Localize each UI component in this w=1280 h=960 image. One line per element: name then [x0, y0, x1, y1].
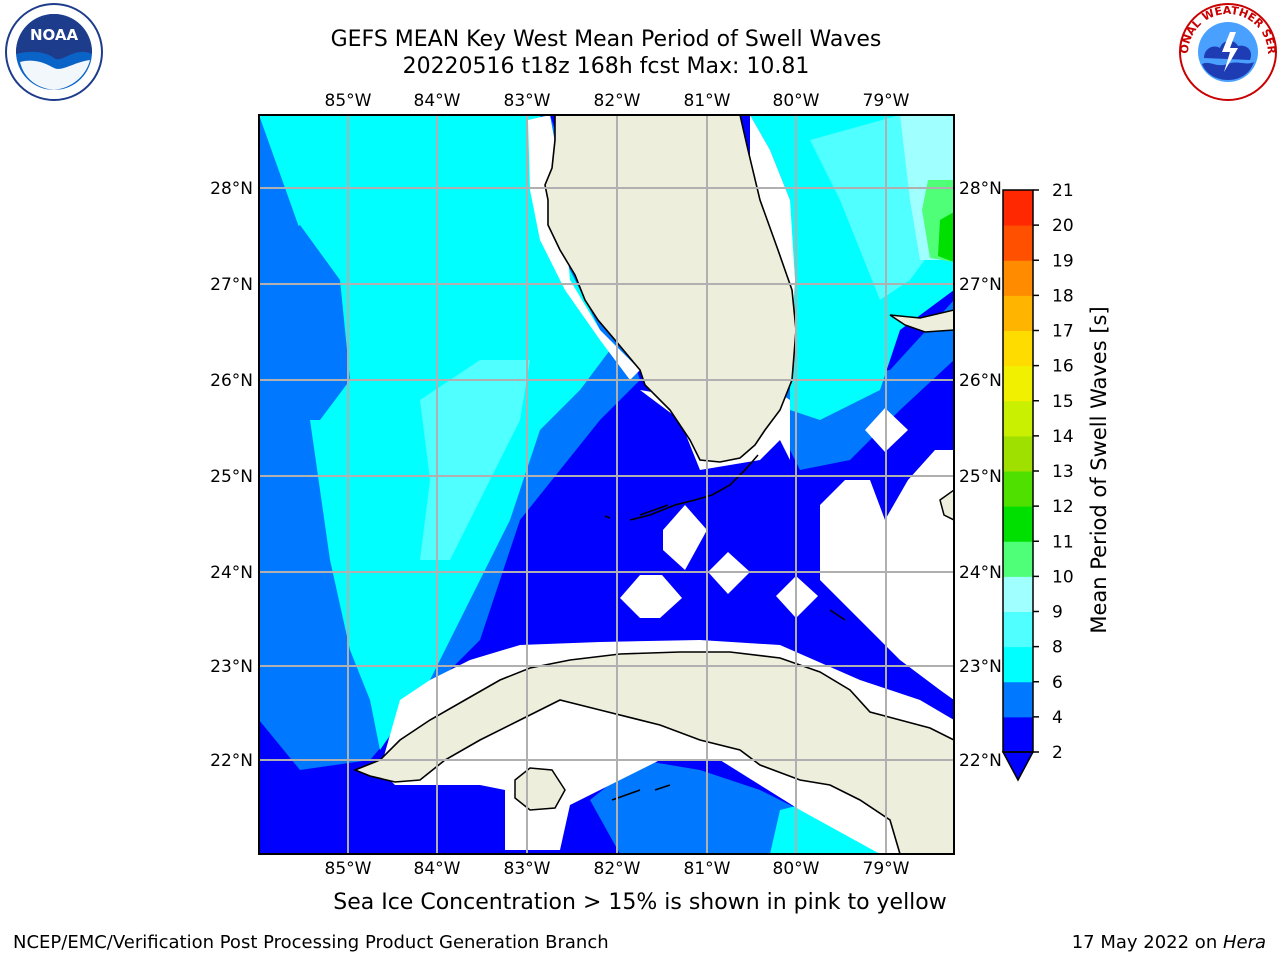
small-cays — [604, 504, 846, 801]
colorbar-tick-label: 21 — [1052, 181, 1074, 201]
lon-label: 80°W — [773, 91, 820, 111]
florida-keys — [629, 454, 759, 521]
lon-label: 79°W — [863, 91, 910, 111]
colorbar-swatch — [1003, 611, 1033, 648]
colorbar-swatch — [1003, 400, 1033, 437]
lat-label: 24°N — [959, 563, 1002, 583]
colorbar-tick-label: 15 — [1052, 392, 1074, 412]
colorbar-tick-label: 2 — [1052, 743, 1063, 763]
lon-label: 83°W — [504, 91, 551, 111]
lon-labels-top: 85°W 84°W 83°W 82°W 81°W 80°W 79°W — [325, 91, 910, 111]
colorbar-extend-triangle — [1001, 751, 1035, 782]
colorbar-tick-label: 6 — [1052, 673, 1063, 693]
lon-label: 83°W — [504, 859, 551, 879]
colorbar: 2 4 6 8 9 10 11 12 13 14 15 16 17 18 19 20 21 — [1001, 181, 1074, 782]
colorbar-swatch — [1003, 330, 1033, 367]
colorbar-tick-label: 9 — [1052, 603, 1063, 623]
lat-label: 28°N — [210, 179, 253, 199]
colorbar-swatch — [1003, 225, 1033, 261]
title-line-1: GEFS MEAN Key West Mean Period of Swell … — [330, 27, 882, 52]
colorbar-swatch — [1003, 646, 1033, 683]
colorbar-swatch — [1003, 541, 1033, 577]
colorbar-tick-label: 11 — [1052, 532, 1074, 552]
lat-label: 23°N — [959, 657, 1002, 677]
bahamas-andros — [939, 489, 954, 521]
lat-label: 25°N — [959, 467, 1002, 487]
noaa-logo-icon: NOAA — [5, 3, 103, 101]
lon-label: 85°W — [325, 91, 372, 111]
lon-labels-bottom: 85°W 84°W 83°W 82°W 81°W 80°W 79°W — [325, 859, 910, 879]
lat-label: 25°N — [210, 467, 253, 487]
lat-labels-right: 28°N 27°N 26°N 25°N 24°N 23°N 22°N — [959, 179, 1002, 771]
map-plot-area — [259, 115, 954, 854]
bahamas-land — [889, 309, 954, 333]
footer-date: 17 May 2022 on Hera — [1072, 932, 1266, 953]
colorbar-swatch — [1003, 365, 1033, 402]
florida-land — [544, 115, 797, 463]
colorbar-swatch — [1003, 435, 1033, 472]
colorbar-swatch — [1003, 190, 1033, 226]
lon-label: 82°W — [594, 91, 641, 111]
svg-text:NOAA: NOAA — [30, 26, 79, 44]
lat-label: 28°N — [959, 179, 1002, 199]
colorbar-tick-label: 10 — [1052, 567, 1074, 587]
colorbar-tick-label: 13 — [1052, 462, 1074, 482]
colorbar-label: Mean Period of Swell Waves [s] — [1087, 306, 1111, 633]
lat-label: 26°N — [210, 371, 253, 391]
lon-label: 79°W — [863, 859, 910, 879]
lon-label: 84°W — [414, 859, 461, 879]
colorbar-tick-label: 14 — [1052, 427, 1074, 447]
colorbar-tick-label: 8 — [1052, 638, 1063, 658]
colorbar-swatch — [1003, 295, 1033, 331]
colorbar-swatch — [1003, 260, 1033, 296]
footer-credit: NCEP/EMC/Verification Post Processing Pr… — [13, 932, 609, 953]
lat-label: 22°N — [959, 751, 1002, 771]
colorbar-swatch — [1003, 506, 1033, 542]
cuba-land — [352, 651, 954, 854]
lat-label: 27°N — [959, 275, 1002, 295]
lat-label: 22°N — [210, 751, 253, 771]
nws-logo-icon: NATIONAL WEATHER SERVICE — [1176, 2, 1278, 101]
colorbar-swatch — [1003, 576, 1033, 612]
footer-host: Hera — [1222, 932, 1266, 953]
colorbar-tick-label: 16 — [1052, 357, 1074, 377]
footer-date-text: 17 May 2022 on — [1071, 932, 1223, 953]
colorbar-tick-label: 17 — [1052, 322, 1074, 342]
lon-label: 84°W — [414, 91, 461, 111]
colorbar-swatch — [1003, 716, 1033, 753]
swell-6-8-region-south — [770, 800, 880, 854]
gridlines — [259, 115, 954, 854]
colorbar-tick-label: 20 — [1052, 216, 1074, 236]
lat-label: 23°N — [210, 657, 253, 677]
lon-label: 82°W — [594, 859, 641, 879]
colorbar-tick-label: 4 — [1052, 708, 1063, 728]
lat-label: 26°N — [959, 371, 1002, 391]
colorbar-swatch — [1003, 681, 1033, 718]
lat-label: 24°N — [210, 563, 253, 583]
lon-label: 85°W — [325, 859, 372, 879]
colorbar-tick-label: 18 — [1052, 286, 1074, 306]
lat-labels-left: 28°N 27°N 26°N 25°N 24°N 23°N 22°N — [210, 179, 253, 771]
swell-11-12-region-east — [938, 212, 954, 262]
sea-ice-note: Sea Ice Concentration > 15% is shown in … — [333, 890, 947, 915]
swell-8-9-region-west — [420, 360, 530, 560]
lon-label: 81°W — [684, 91, 731, 111]
lon-label: 81°W — [684, 859, 731, 879]
colorbar-tick-label: 12 — [1052, 497, 1074, 517]
lat-label: 27°N — [210, 275, 253, 295]
map-frame — [258, 114, 955, 855]
colorbar-tick-label: 19 — [1052, 251, 1074, 271]
lon-label: 80°W — [773, 859, 820, 879]
title-line-2: 20220516 t18z 168h fcst Max: 10.81 — [402, 54, 810, 79]
swell-4-6-patch-nw — [259, 225, 350, 420]
colorbar-swatch — [1003, 471, 1033, 507]
